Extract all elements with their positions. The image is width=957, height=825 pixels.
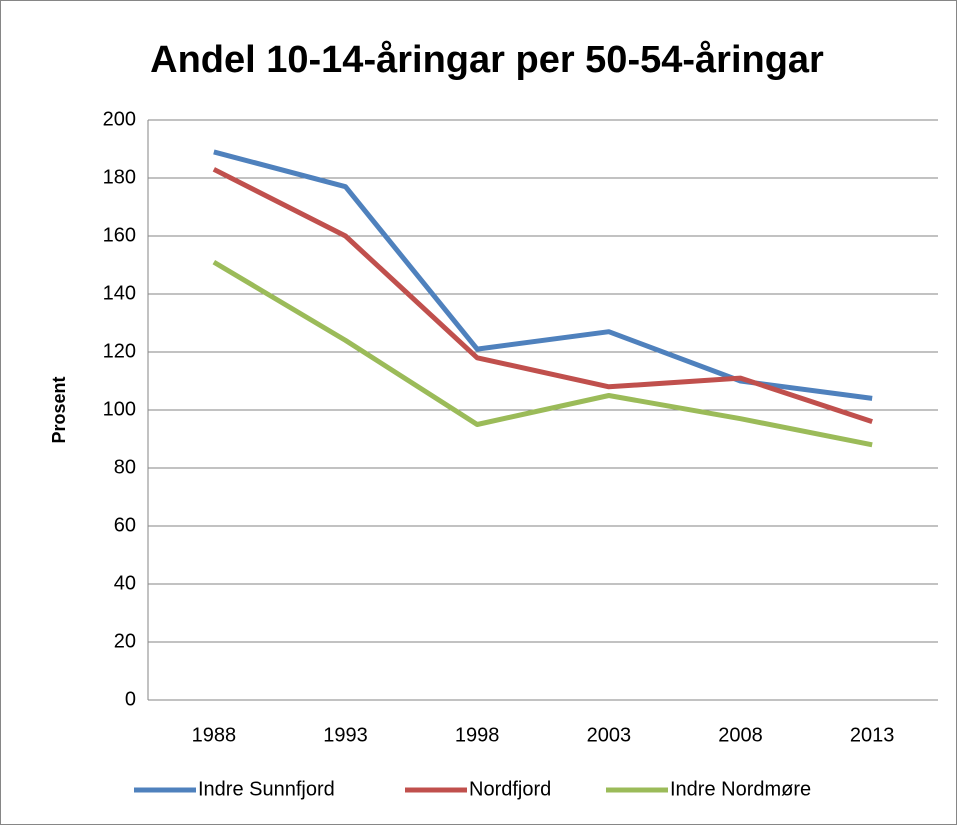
data-line	[212, 259, 873, 448]
chart-title: Andel 10-14-åringar per 50-54-åringar	[150, 39, 824, 81]
y-tick-label: 120	[103, 340, 136, 362]
x-tick-label: 1993	[323, 724, 368, 746]
y-tick-label: 0	[125, 688, 136, 710]
y-tick-label: 200	[103, 108, 136, 130]
y-tick-label: 60	[114, 514, 136, 536]
data-line	[212, 167, 873, 424]
legend-label: Nordfjord	[469, 778, 551, 800]
y-tick-label: 140	[103, 282, 136, 304]
y-axis-label: Prosent	[49, 376, 69, 443]
x-tick-label: 1998	[455, 724, 500, 746]
y-tick-label: 20	[114, 630, 136, 652]
x-tick-label: 2008	[718, 724, 763, 746]
y-tick-label: 100	[103, 398, 136, 420]
y-tick-label: 180	[103, 166, 136, 188]
y-tick-label: 160	[103, 224, 136, 246]
legend-label: Indre Nordmøre	[670, 778, 811, 800]
x-tick-label: 2003	[587, 724, 632, 746]
y-tick-label: 40	[114, 572, 136, 594]
y-tick-label: 80	[114, 456, 136, 478]
x-tick-label: 2013	[850, 724, 895, 746]
legend-label: Indre Sunnfjord	[198, 778, 335, 800]
x-tick-label: 1988	[192, 724, 237, 746]
